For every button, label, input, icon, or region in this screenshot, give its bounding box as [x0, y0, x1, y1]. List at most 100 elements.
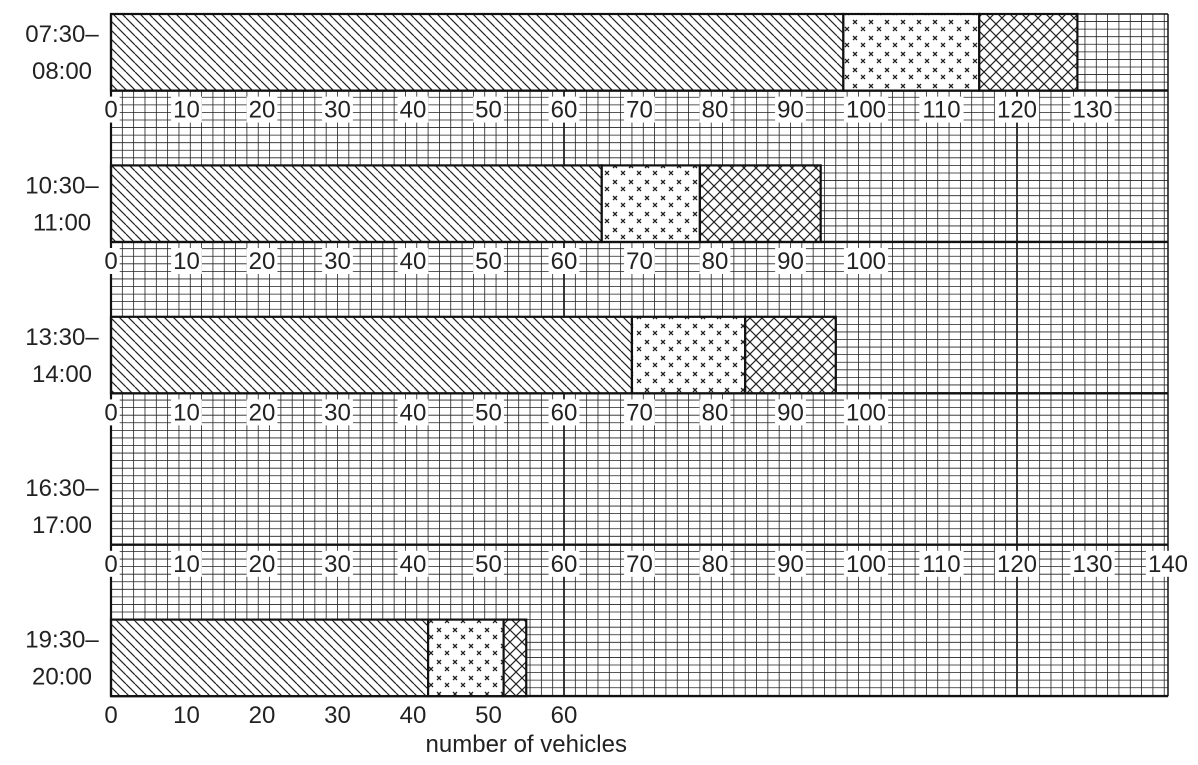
row-label-end: 11:00 [33, 209, 91, 236]
tick-label: 140 [1148, 551, 1188, 578]
tick-label-bg [699, 248, 731, 274]
tick-label: 40 [400, 97, 427, 124]
row-label-end: 20:00 [32, 664, 92, 691]
tick-label: 40 [400, 702, 427, 729]
tick-label-bg [102, 96, 120, 123]
axes-frame [109, 13, 1169, 698]
tick-label: 60 [551, 97, 578, 124]
bar-segment-crosshatch [978, 12, 1079, 92]
bar-segment-diagonal [109, 618, 430, 698]
bar-segment-diagonal [109, 164, 603, 244]
tick-label-bg [775, 96, 806, 123]
tick-label-bg [473, 96, 504, 123]
tick-label-bg [624, 248, 655, 274]
tick-label: 20 [249, 399, 276, 426]
tick-label: 30 [324, 551, 351, 578]
tick-label: 50 [475, 399, 502, 426]
tick-label: 60 [551, 551, 578, 578]
row-label-start: 16:30– [25, 475, 99, 502]
tick-label-bg [775, 248, 806, 274]
tick-label: 100 [846, 97, 886, 124]
tick-label-bg [843, 96, 889, 123]
tick-label-bg [102, 399, 120, 426]
bar-segment-crosses [427, 618, 505, 698]
tick-label-bg [699, 96, 731, 123]
tick-label-bg [473, 248, 504, 274]
tick-label-bg [548, 399, 580, 426]
tick-label-bg [919, 550, 964, 577]
tick-label-bg [246, 96, 278, 123]
tick-label: 120 [997, 97, 1037, 124]
tick-label-bg [322, 399, 353, 426]
tick-label: 20 [249, 248, 276, 275]
tick-label: 100 [846, 399, 886, 426]
tick-label-bg [397, 399, 429, 426]
tick-label-bg [246, 399, 278, 426]
tick-label: 30 [324, 248, 351, 275]
tick-label: 40 [400, 551, 427, 578]
tick-label: 110 [922, 551, 960, 578]
tick-label-bg [397, 550, 429, 577]
tick-label-bg [322, 248, 353, 274]
tick-label: 20 [249, 702, 276, 729]
row-label-start: 19:30– [25, 627, 99, 654]
tick-label-bg [473, 550, 504, 577]
tick-label-bg [843, 550, 889, 577]
tick-label-bg [102, 550, 120, 577]
tick-label-bg [843, 248, 889, 274]
tick-label: 60 [551, 702, 578, 729]
tick-label: 20 [249, 97, 276, 124]
tick-label: 10 [173, 399, 200, 426]
tick-label-bg [548, 550, 580, 577]
tick-label-bg [994, 96, 1040, 123]
tick-label: 30 [324, 399, 351, 426]
tick-label: 110 [922, 97, 960, 124]
tick-label: 0 [104, 551, 117, 578]
tick-label-bg [1145, 550, 1191, 577]
tick-label: 50 [475, 248, 502, 275]
tick-label: 10 [173, 97, 200, 124]
tick-label: 90 [777, 248, 804, 275]
tick-label: 100 [846, 248, 886, 275]
row-label-end: 14:00 [32, 361, 92, 388]
bar-segment-crosshatch [744, 315, 837, 395]
tick-label-bg [397, 96, 429, 123]
bar-segment-crosshatch [502, 618, 528, 698]
tick-label-bg [775, 399, 806, 426]
tick-label-bg [548, 248, 580, 274]
tick-label: 0 [104, 248, 117, 275]
tick-label-bg [994, 550, 1040, 577]
tick-label-bg [624, 550, 655, 577]
tick-label-bg [246, 550, 278, 577]
tick-label: 70 [626, 551, 653, 578]
tick-label: 100 [846, 551, 886, 578]
tick-label: 80 [702, 399, 729, 426]
tick-label: 80 [702, 248, 729, 275]
tick-label-bg [548, 96, 580, 123]
tick-label-bg [624, 399, 655, 426]
tick-label-bg [171, 96, 202, 123]
tick-label: 90 [777, 551, 804, 578]
tick-label-bg [102, 248, 120, 274]
tick-label-bg [1070, 96, 1115, 123]
tick-label-bg [171, 248, 202, 274]
tick-label: 70 [626, 97, 653, 124]
tick-label: 40 [400, 248, 427, 275]
tick-label: 90 [777, 399, 804, 426]
bar-segment-crosshatch [698, 164, 822, 244]
row-label-start: 07:30– [25, 21, 99, 48]
tick-label-bg [699, 550, 731, 577]
tick-label: 80 [702, 97, 729, 124]
tick-label: 80 [702, 551, 729, 578]
tick-label: 10 [173, 702, 200, 729]
tick-label-bg [171, 550, 202, 577]
tick-label: 0 [104, 702, 117, 729]
tick-label-bg [1070, 550, 1115, 577]
tick-label: 50 [475, 551, 502, 578]
row-label-start: 10:30– [25, 172, 99, 199]
tick-label-bg [171, 399, 202, 426]
tick-label: 90 [777, 97, 804, 124]
row-label-end: 17:00 [32, 512, 92, 539]
tick-label: 10 [173, 248, 200, 275]
